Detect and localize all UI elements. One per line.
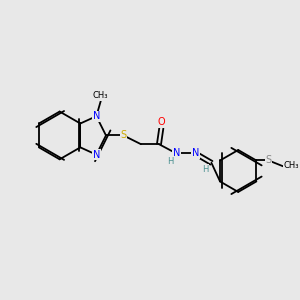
- Text: S: S: [120, 130, 127, 140]
- Text: N: N: [93, 150, 100, 160]
- Text: CH₃: CH₃: [93, 91, 109, 100]
- Text: N: N: [173, 148, 180, 158]
- Text: S: S: [266, 155, 272, 166]
- Text: N: N: [93, 111, 100, 121]
- Text: H: H: [167, 157, 173, 166]
- Text: H: H: [202, 165, 208, 174]
- Text: CH₃: CH₃: [284, 161, 299, 170]
- Text: N: N: [192, 148, 199, 158]
- Text: O: O: [158, 117, 165, 127]
